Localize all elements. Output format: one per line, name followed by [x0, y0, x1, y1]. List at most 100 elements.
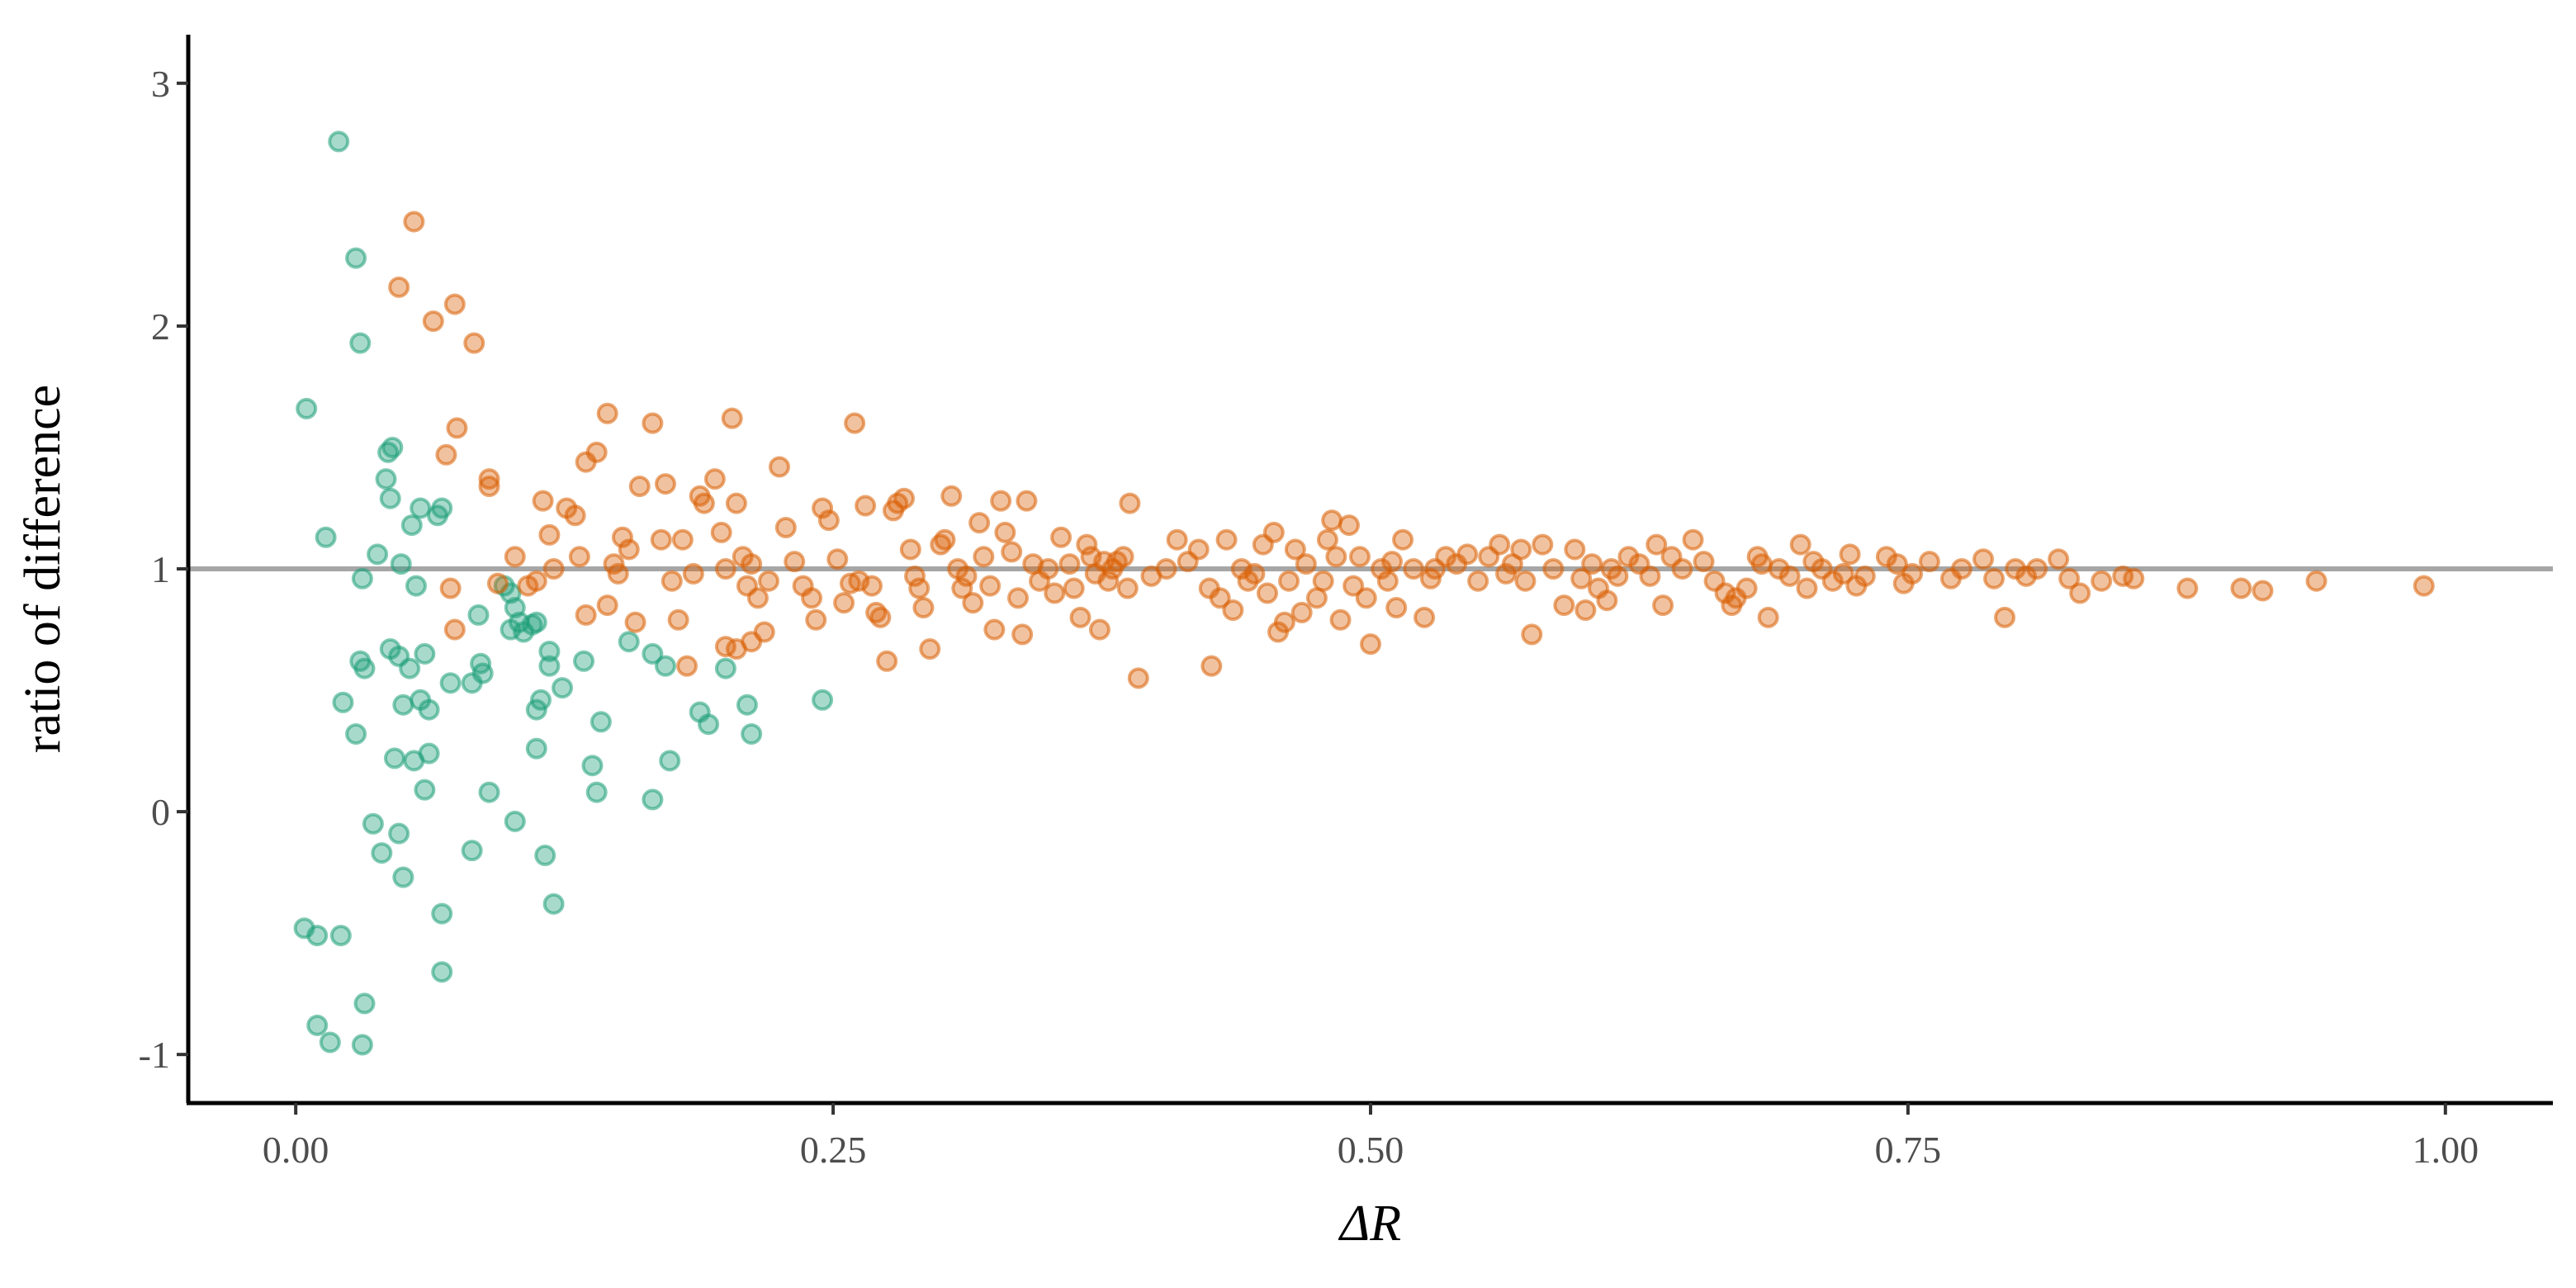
data-point-series-1 [461, 840, 483, 862]
data-point-series-1 [414, 642, 436, 665]
data-point-series-2 [1273, 611, 1295, 633]
x-tick-label: 0.50 [1338, 1129, 1404, 1171]
data-point-series-2 [667, 608, 689, 631]
data-point-series-2 [1514, 570, 1537, 592]
data-point-series-1 [478, 781, 500, 803]
data-point-series-2 [1050, 526, 1073, 548]
data-point-series-2 [962, 592, 984, 614]
data-point-series-1 [439, 672, 462, 694]
data-point-series-2 [934, 528, 956, 551]
data-point-series-2 [801, 587, 823, 609]
data-point-series-2 [435, 443, 457, 466]
data-point-series-2 [628, 476, 651, 498]
data-point-series-1 [296, 397, 318, 419]
data-point-series-2 [1360, 633, 1381, 656]
data-point-series-2 [1574, 599, 1597, 621]
data-point-series-2 [805, 608, 827, 631]
data-point-series-2 [1262, 521, 1285, 543]
x-tick-label: 0.25 [800, 1129, 867, 1171]
data-point-series-1 [353, 657, 376, 680]
data-point-series-2 [833, 592, 855, 614]
data-point-series-2 [983, 618, 1006, 641]
data-point-series-2 [1489, 533, 1511, 556]
data-point-series-1 [405, 575, 427, 597]
data-point-series-2 [844, 412, 866, 434]
data-point-series-2 [607, 562, 629, 585]
y-tick-label: 1 [151, 548, 170, 590]
data-point-series-2 [1011, 623, 1034, 646]
data-point-series-2 [1693, 551, 1715, 573]
data-point-series-2 [1750, 553, 1773, 575]
data-point-series-2 [1918, 551, 1940, 573]
ticks: -1 0 1 2 3 0.00 0.25 0.50 0.75 1.00 [139, 63, 2479, 1171]
data-point-series-2 [1639, 565, 1661, 587]
data-point-series-1 [585, 781, 608, 803]
data-point-series-2 [575, 604, 597, 626]
data-point-series-2 [1413, 606, 1436, 628]
data-point-series-2 [1521, 623, 1543, 646]
data-point-series-2 [2176, 577, 2199, 599]
data-point-series-1 [590, 711, 612, 733]
data-point-series-2 [1376, 570, 1399, 592]
data-point-series-2 [826, 548, 849, 571]
data-point-series-2 [463, 332, 485, 354]
data-point-series-2 [1671, 558, 1693, 580]
data-point-series-2 [968, 512, 991, 534]
data-point-series-2 [1596, 590, 1618, 612]
data-point-series-2 [1222, 599, 1244, 621]
data-point-series-2 [1007, 587, 1030, 609]
data-point-series-1 [329, 925, 352, 947]
data-point-series-2 [757, 570, 779, 592]
data-point-series-2 [403, 211, 425, 233]
data-point-series-2 [1329, 608, 1352, 631]
data-point-series-2 [478, 468, 500, 490]
data-point-series-2 [774, 517, 797, 539]
data-point-series-1 [353, 992, 376, 1015]
data-point-series-2 [1200, 655, 1223, 677]
data-point-series-2 [1284, 538, 1306, 561]
data-point-series-2 [1063, 577, 1085, 599]
data-point-series-2 [1166, 528, 1188, 551]
data-point-series-2 [769, 456, 790, 478]
data-point-series-1 [812, 689, 834, 711]
data-point-series-2 [422, 310, 444, 333]
data-point-series-2 [1325, 546, 1347, 568]
data-point-series-2 [1901, 562, 1924, 585]
y-axis-title: ratio of difference [15, 385, 71, 753]
data-point-series-2 [642, 412, 664, 434]
data-point-series-2 [710, 521, 732, 543]
data-point-series-2 [486, 572, 509, 594]
data-point-series-2 [990, 490, 1012, 512]
data-point-series-2 [973, 546, 995, 568]
data-point-series-1 [698, 713, 720, 736]
data-point-series-1 [534, 845, 556, 867]
data-point-series-1 [538, 640, 561, 662]
data-point-series-2 [671, 528, 694, 551]
y-tick-label: -1 [139, 1034, 170, 1076]
data-point-series-1 [367, 543, 389, 566]
data-point-series-2 [2091, 570, 2113, 592]
data-point-series-2 [1796, 577, 1818, 599]
data-point-series-1 [552, 677, 574, 699]
data-point-series-2 [564, 504, 586, 527]
data-point-series-2 [2048, 548, 2070, 571]
data-point-series-2 [1290, 601, 1313, 623]
data-point-series-2 [650, 528, 672, 551]
data-point-series-2 [1155, 558, 1177, 580]
data-point-series-2 [1994, 606, 2016, 628]
data-point-series-2 [725, 492, 747, 514]
data-point-series-2 [1016, 490, 1038, 512]
data-point-series-2 [2069, 582, 2091, 604]
data-point-series-2 [1312, 570, 1334, 592]
data-point-series-2 [525, 570, 547, 592]
data-point-series-1 [306, 1014, 329, 1036]
data-point-series-2 [443, 293, 466, 315]
data-point-series-2 [899, 538, 921, 561]
data-point-series-1 [418, 742, 440, 765]
data-point-series-2 [596, 402, 618, 424]
data-point-series-2 [1257, 582, 1279, 604]
data-point-series-2 [1854, 565, 1876, 587]
data-point-series-2 [2413, 575, 2435, 597]
data-point-series-1 [736, 694, 758, 716]
